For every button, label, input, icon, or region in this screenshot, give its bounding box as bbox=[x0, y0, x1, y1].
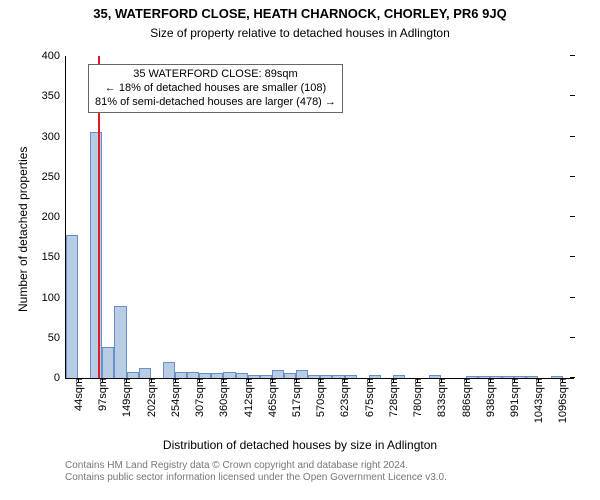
histogram-bar bbox=[175, 372, 187, 378]
x-tick-label: 728sqm bbox=[386, 378, 400, 417]
y-tick-label: 300 bbox=[42, 131, 66, 143]
page-subtitle: Size of property relative to detached ho… bbox=[0, 26, 600, 40]
histogram-bar bbox=[502, 376, 514, 378]
histogram-bar bbox=[296, 370, 308, 378]
histogram-bar bbox=[260, 375, 272, 378]
x-tick-label: 412sqm bbox=[241, 378, 255, 417]
y-tick-label: 400 bbox=[42, 50, 66, 62]
info-line-2: ← 18% of detached houses are smaller (10… bbox=[95, 82, 336, 96]
y-tick-label: 200 bbox=[42, 211, 66, 223]
x-tick-label: 780sqm bbox=[410, 378, 424, 417]
histogram-bar bbox=[284, 373, 296, 378]
histogram-bar bbox=[551, 376, 563, 378]
x-tick-label: 517sqm bbox=[289, 378, 303, 417]
histogram-bar bbox=[211, 373, 223, 378]
y-tick-label: 150 bbox=[42, 251, 66, 263]
y-tick-mark bbox=[570, 297, 575, 298]
y-tick-mark bbox=[570, 216, 575, 217]
x-tick-label: 675sqm bbox=[362, 378, 376, 417]
x-tick-label: 149sqm bbox=[119, 378, 133, 417]
x-tick-label: 833sqm bbox=[434, 378, 448, 417]
y-tick-mark bbox=[570, 256, 575, 257]
y-tick-label: 100 bbox=[42, 292, 66, 304]
x-tick-label: 570sqm bbox=[313, 378, 327, 417]
y-tick-label: 250 bbox=[42, 171, 66, 183]
x-tick-label: 1043sqm bbox=[531, 378, 545, 423]
x-tick-label: 623sqm bbox=[337, 378, 351, 417]
histogram-bar bbox=[102, 347, 114, 378]
histogram-bar bbox=[466, 376, 478, 378]
y-tick-mark bbox=[570, 337, 575, 338]
histogram-bar bbox=[308, 375, 320, 378]
x-tick-label: 360sqm bbox=[216, 378, 230, 417]
histogram-bar bbox=[429, 375, 441, 378]
x-tick-label: 44sqm bbox=[71, 378, 85, 411]
footer-attribution: Contains HM Land Registry data © Crown c… bbox=[65, 460, 447, 484]
x-axis-label: Distribution of detached houses by size … bbox=[0, 438, 600, 452]
y-axis-label: Number of detached properties bbox=[16, 147, 30, 312]
x-tick-label: 202sqm bbox=[144, 378, 158, 417]
histogram-bar bbox=[526, 376, 538, 378]
y-tick-mark bbox=[570, 95, 575, 96]
y-tick-label: 50 bbox=[48, 332, 66, 344]
histogram-bar bbox=[139, 368, 151, 378]
x-tick-label: 254sqm bbox=[168, 378, 182, 417]
x-tick-label: 886sqm bbox=[459, 378, 473, 417]
histogram-bar bbox=[127, 372, 139, 378]
x-tick-label: 991sqm bbox=[507, 378, 521, 417]
histogram-bar bbox=[514, 376, 526, 378]
histogram-bar bbox=[478, 376, 490, 378]
footer-line-2: Contains public sector information licen… bbox=[65, 472, 447, 484]
y-tick-mark bbox=[570, 176, 575, 177]
x-tick-label: 1096sqm bbox=[555, 378, 569, 423]
y-tick-label: 350 bbox=[42, 90, 66, 102]
footer-line-1: Contains HM Land Registry data © Crown c… bbox=[65, 460, 447, 472]
histogram-bar bbox=[187, 372, 199, 378]
info-line-1: 35 WATERFORD CLOSE: 89sqm bbox=[95, 68, 336, 82]
histogram-bar bbox=[248, 375, 260, 378]
y-tick-mark bbox=[570, 377, 575, 378]
histogram-bar bbox=[236, 373, 248, 378]
property-info-box: 35 WATERFORD CLOSE: 89sqm← 18% of detach… bbox=[88, 64, 343, 113]
histogram-bar bbox=[163, 362, 175, 378]
histogram-bar bbox=[90, 132, 102, 378]
histogram-bar bbox=[345, 375, 357, 378]
histogram-bar bbox=[490, 376, 502, 378]
x-tick-label: 97sqm bbox=[95, 378, 109, 411]
histogram-bar bbox=[199, 373, 211, 378]
x-tick-label: 465sqm bbox=[265, 378, 279, 417]
histogram-bar bbox=[114, 306, 126, 378]
y-tick-mark bbox=[570, 136, 575, 137]
y-tick-label: 0 bbox=[54, 372, 66, 384]
page-title: 35, WATERFORD CLOSE, HEATH CHARNOCK, CHO… bbox=[0, 6, 600, 21]
histogram-bar bbox=[223, 372, 235, 378]
histogram-bar bbox=[393, 375, 405, 378]
histogram-bar bbox=[66, 235, 78, 378]
histogram-bar bbox=[272, 370, 284, 378]
x-tick-label: 307sqm bbox=[192, 378, 206, 417]
chart-plot-area: 05010015020025030035040044sqm97sqm149sqm… bbox=[65, 56, 574, 379]
y-tick-mark bbox=[570, 55, 575, 56]
info-line-3: 81% of semi-detached houses are larger (… bbox=[95, 96, 336, 110]
histogram-bar bbox=[320, 375, 332, 378]
histogram-bar bbox=[369, 375, 381, 378]
histogram-bar bbox=[332, 375, 344, 378]
x-tick-label: 938sqm bbox=[483, 378, 497, 417]
